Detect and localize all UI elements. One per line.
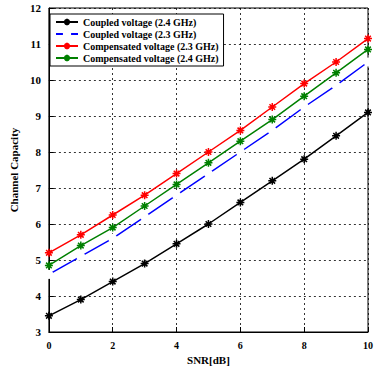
svg-text:Compensated voltage (2.3 GHz): Compensated voltage (2.3 GHz) — [83, 41, 219, 53]
svg-text:6: 6 — [35, 218, 41, 230]
svg-text:10: 10 — [30, 74, 42, 86]
svg-text:6: 6 — [238, 340, 243, 351]
svg-text:3: 3 — [35, 326, 41, 338]
svg-text:4: 4 — [35, 290, 41, 302]
svg-text:Coupled voltage (2.3 GHz): Coupled voltage (2.3 GHz) — [83, 29, 196, 41]
svg-text:Channel Capacity: Channel Capacity — [8, 127, 20, 212]
svg-text:4: 4 — [174, 340, 179, 351]
svg-text:10: 10 — [363, 340, 373, 351]
svg-text:12: 12 — [30, 2, 42, 14]
svg-text:0: 0 — [46, 340, 51, 351]
svg-text:9: 9 — [35, 110, 41, 122]
svg-text:Compensated voltage (2.4 GHz): Compensated voltage (2.4 GHz) — [83, 53, 219, 65]
svg-text:8: 8 — [302, 340, 307, 351]
svg-text:SNR[dB]: SNR[dB] — [187, 354, 230, 366]
svg-text:Coupled voltage (2.4 GHz): Coupled voltage (2.4 GHz) — [83, 17, 196, 29]
svg-text:11: 11 — [30, 38, 40, 50]
svg-text:7: 7 — [35, 182, 41, 194]
svg-text:5: 5 — [35, 254, 41, 266]
svg-text:2: 2 — [110, 340, 115, 351]
svg-text:8: 8 — [35, 146, 41, 158]
